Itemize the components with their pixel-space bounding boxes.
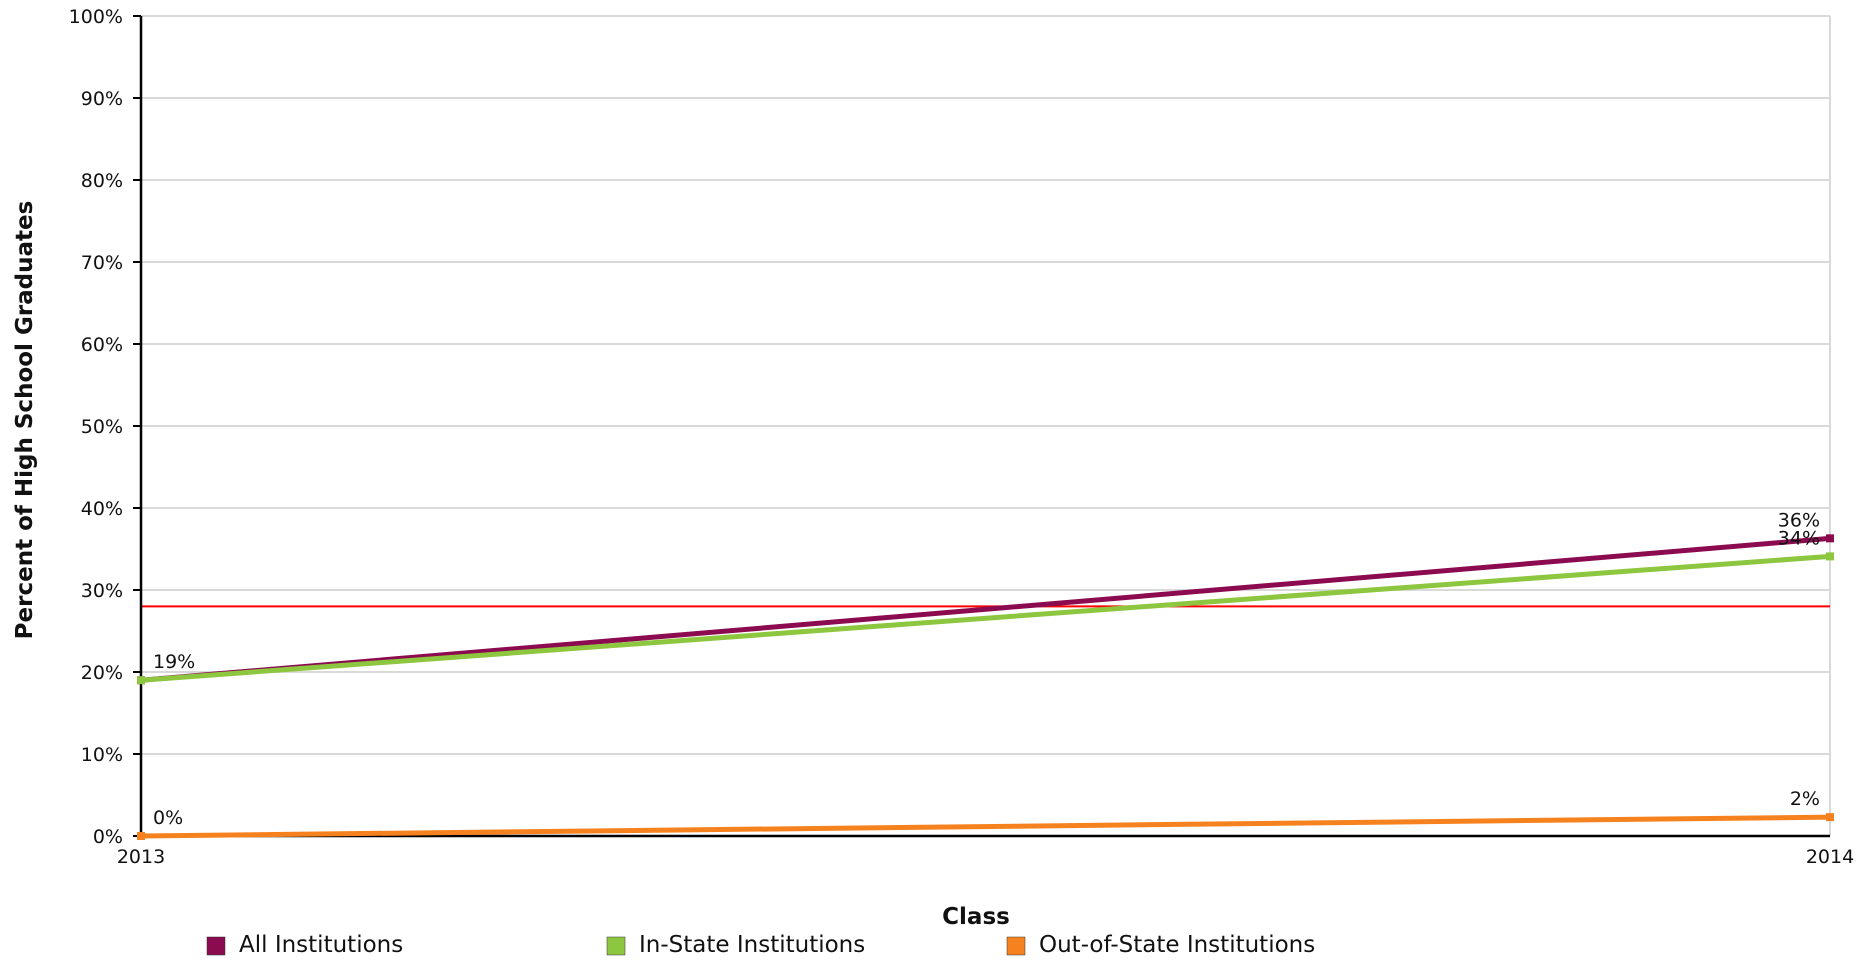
data-label: 2%: [1790, 788, 1820, 810]
x-tick-label: 2013: [117, 846, 165, 868]
y-tick-label: 70%: [81, 252, 123, 274]
legend-swatch: [1006, 936, 1026, 956]
data-label: 34%: [1778, 527, 1820, 549]
gridlines: [133, 15, 1831, 837]
y-tick-label: 60%: [81, 334, 123, 356]
series-lines: [137, 534, 1834, 840]
data-label: 36%: [1778, 509, 1820, 531]
y-tick-label: 0%: [93, 826, 123, 848]
data-label: 19%: [153, 651, 195, 673]
y-tick-label: 40%: [81, 498, 123, 520]
data-point: [1826, 534, 1834, 543]
legend: All Institutions In-State Institutions Out…: [206, 932, 1315, 958]
data-point: [1826, 552, 1834, 561]
data-point: [137, 832, 145, 840]
legend-swatch: [606, 936, 626, 956]
series-line: [140, 814, 1831, 839]
legend-label: Out-of-State Institutions: [1039, 932, 1315, 958]
y-tick-label: 10%: [81, 744, 123, 766]
y-tick-label: 50%: [81, 416, 123, 438]
legend-label: In-State Institutions: [639, 932, 865, 958]
data-point: [137, 676, 145, 685]
axes: [139, 16, 1830, 838]
y-tick-label: 20%: [81, 662, 123, 684]
y-axis-title: Percent of High School Graduates: [12, 201, 38, 640]
x-tick-labels: 2013 2014: [117, 846, 1854, 868]
x-tick-label: 2014: [1806, 846, 1854, 868]
data-point: [1826, 813, 1834, 822]
legend-label: All Institutions: [239, 932, 403, 958]
legend-swatch: [206, 936, 226, 956]
data-labels: 19% 36%34% 0% 2%: [153, 509, 1820, 829]
series-line: [140, 535, 1831, 683]
y-tick-label: 80%: [81, 170, 123, 192]
data-label: 0%: [153, 807, 183, 829]
y-tick-label: 100%: [69, 6, 123, 28]
y-tick-labels: 0% 10% 20% 30% 40% 50% 60% 70% 80% 90% 100%: [69, 6, 123, 848]
y-tick-label: 30%: [81, 580, 123, 602]
series-line: [140, 553, 1831, 683]
x-axis-title: Class: [942, 904, 1010, 930]
y-tick-label: 90%: [81, 88, 123, 110]
